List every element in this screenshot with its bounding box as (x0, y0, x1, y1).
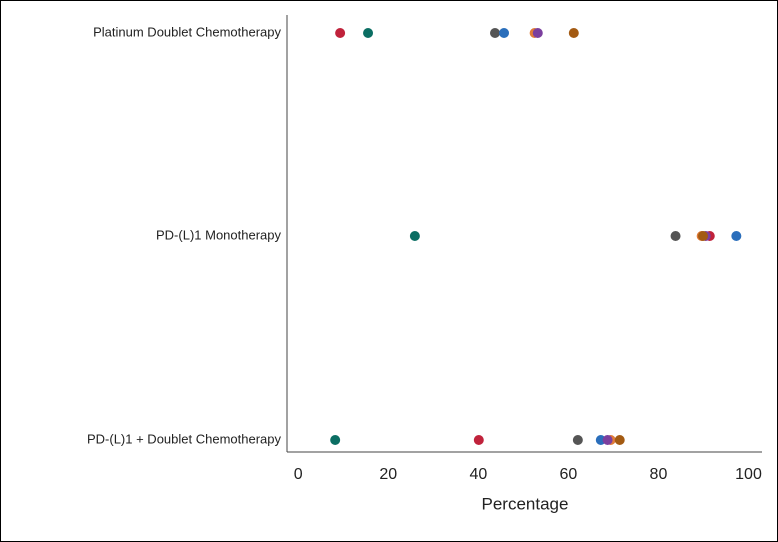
dot (335, 28, 346, 38)
x-tick-label: 80 (650, 466, 668, 483)
dot (614, 435, 625, 445)
x-axis-label: Percentage (482, 494, 569, 513)
dot (532, 28, 543, 38)
x-tick-label: 0 (294, 466, 303, 483)
y-tick-label: Platinum Doublet Chemotherapy (93, 24, 281, 39)
x-tick-label: 40 (469, 466, 487, 483)
dot (409, 231, 420, 241)
x-tick-label: 60 (559, 466, 577, 483)
dot (473, 435, 484, 445)
y-tick-label: PD-(L)1 + Doublet Chemotherapy (87, 431, 282, 446)
dot (363, 28, 374, 38)
dot (670, 231, 681, 241)
dot (330, 435, 341, 445)
dot (490, 28, 501, 38)
dot (731, 231, 742, 241)
dot (499, 28, 510, 38)
dot (568, 28, 579, 38)
y-tick-label: PD-(L)1 Monotherapy (156, 227, 281, 242)
dot (602, 435, 613, 445)
dot (698, 231, 709, 241)
x-tick-label: 20 (379, 466, 397, 483)
x-tick-label: 100 (735, 466, 762, 483)
dot (572, 435, 583, 445)
